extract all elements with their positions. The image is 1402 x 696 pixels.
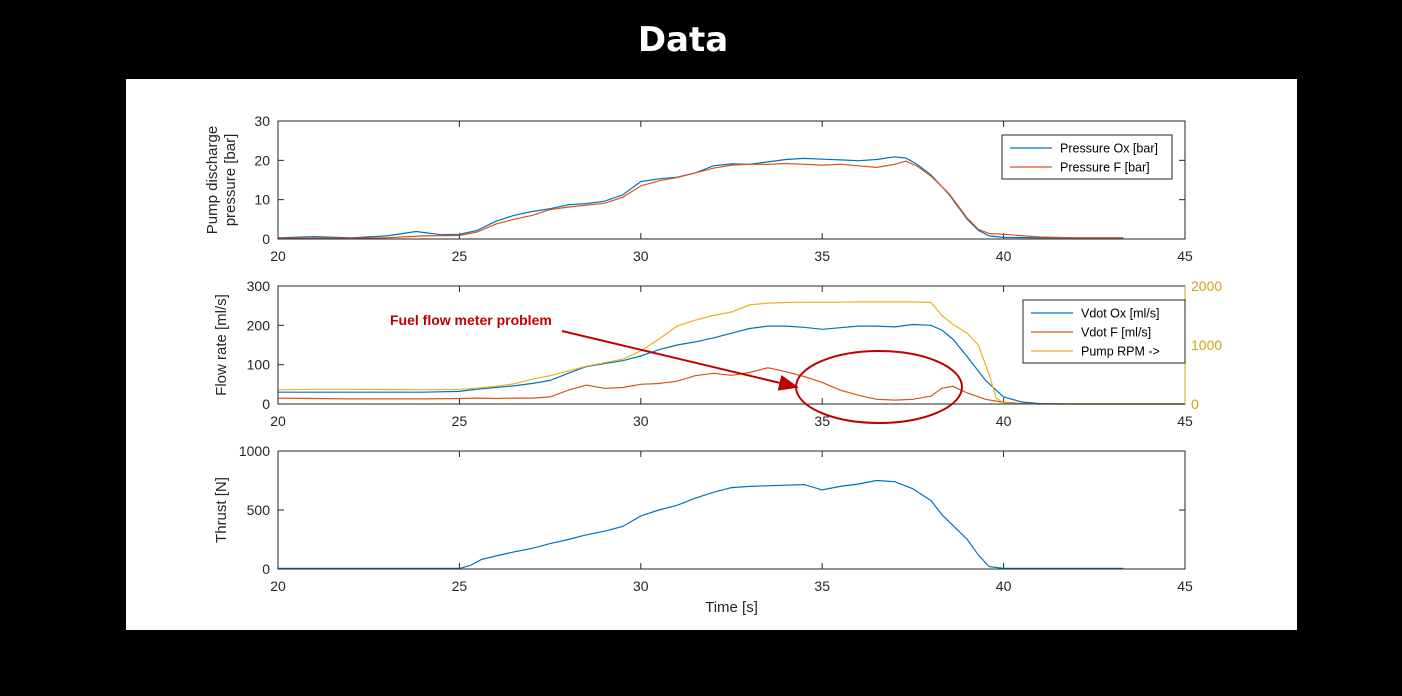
series-line-1 <box>277 156 1124 239</box>
series-line-3 <box>277 301 1185 405</box>
legend-entry: Pressure F [bar] <box>1060 161 1150 175</box>
series-line-2 <box>278 160 1124 239</box>
y-axis-label: Thrust [N] <box>213 477 230 543</box>
x-tick-label: 20 <box>270 413 286 429</box>
x-tick-label: 30 <box>633 413 649 429</box>
series-line-1 <box>278 323 1185 405</box>
annotation-ellipse <box>795 350 963 424</box>
chart-3: 20 25 30 35 40 45 0 500 1000 Thrust [N] Time [s] <box>213 443 1193 616</box>
y-axis-label: pressure [bar] <box>222 134 239 227</box>
x-tick-label: 25 <box>452 248 468 264</box>
y-tick-label: 0 <box>262 396 270 412</box>
y-tick-label: 100 <box>247 357 271 373</box>
legend-box <box>1001 134 1173 180</box>
y-tick-label: 1000 <box>239 443 270 459</box>
y2-tick-label: 2000 <box>1191 278 1222 294</box>
y-tick-label: 300 <box>247 278 271 294</box>
y-tick-label: 500 <box>247 502 271 518</box>
x-tick-label: 30 <box>633 578 649 594</box>
x-tick-label: 35 <box>814 248 830 264</box>
x-tick-label: 45 <box>1177 413 1193 429</box>
series-line-2 <box>277 367 1185 405</box>
x-tick-label: 40 <box>996 578 1012 594</box>
x-tick-label: 20 <box>270 578 286 594</box>
y-axis-label: Flow rate [ml/s] <box>213 294 230 396</box>
x-tick-label: 30 <box>633 248 649 264</box>
chart-1: 20 25 30 35 40 45 0 10 20 30 Pump discharge pressur… <box>204 113 1193 264</box>
legend: Pressure Ox [bar] Pressure F [bar] <box>1001 134 1173 180</box>
x-axis-label: Time [s] <box>705 599 758 616</box>
annotation: Fuel flow meter problem <box>390 312 963 424</box>
legend-entry: Vdot F [ml/s] <box>1081 326 1151 340</box>
axes-box <box>277 120 1186 240</box>
slide-title: Data <box>637 20 729 60</box>
x-tick-label: 40 <box>996 248 1012 264</box>
y2-tick-label: 1000 <box>1191 337 1222 353</box>
y-tick-label: 30 <box>254 113 270 129</box>
y-axis-label: Pump discharge <box>204 126 221 234</box>
x-tick-label: 45 <box>1177 578 1193 594</box>
annotation-text: Fuel flow meter problem <box>390 312 552 328</box>
legend-entry: Vdot Ox [ml/s] <box>1081 307 1160 321</box>
y-tick-label: 0 <box>262 561 270 577</box>
x-tick-label: 25 <box>452 413 468 429</box>
axes-box <box>277 450 1186 570</box>
x-tick-label: 35 <box>814 578 830 594</box>
legend-entry: Pump RPM -> <box>1081 345 1160 359</box>
annotation-arrow <box>561 330 799 391</box>
series-line-1 <box>278 479 1124 569</box>
x-tick-label: 20 <box>270 248 286 264</box>
y-tick-label: 10 <box>254 192 270 208</box>
x-tick-label: 45 <box>1177 248 1193 264</box>
x-tick-label: 35 <box>814 413 830 429</box>
legend: Vdot Ox [ml/s] Vdot F [ml/s] Pump RPM -> <box>1022 299 1186 364</box>
x-tick-label: 40 <box>996 413 1012 429</box>
y-tick-label: 0 <box>262 231 270 247</box>
y-tick-label: 200 <box>247 317 271 333</box>
y-tick-label: 20 <box>254 152 270 168</box>
y2-tick-label: 0 <box>1191 396 1199 412</box>
x-tick-label: 25 <box>452 578 468 594</box>
figure-panel: 20 25 30 35 40 45 0 10 20 30 Pump discharge pressur… <box>126 79 1297 630</box>
legend-entry: Pressure Ox [bar] <box>1060 142 1158 156</box>
